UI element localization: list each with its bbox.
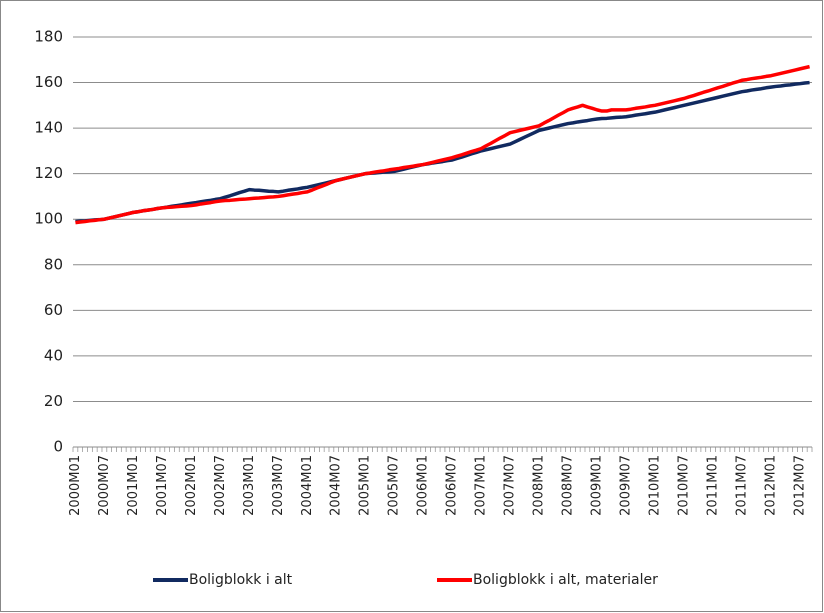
x-tick-label: 2009M07 bbox=[619, 455, 634, 516]
x-tick-label: 2012M01 bbox=[763, 455, 778, 516]
x-tick-label: 2002M01 bbox=[184, 455, 199, 516]
legend-label: Boligblokk i alt, materialer bbox=[473, 572, 658, 588]
y-tick-label: 20 bbox=[44, 392, 63, 410]
x-tick-label: 2011M01 bbox=[705, 455, 720, 516]
x-tick-label: 2005M07 bbox=[387, 455, 402, 516]
x-tick-label: 2006M01 bbox=[416, 455, 431, 516]
x-tick-label: 2007M07 bbox=[503, 455, 518, 516]
x-tick-label: 2009M01 bbox=[590, 455, 605, 516]
y-tick-label: 80 bbox=[44, 255, 63, 273]
x-tick-label: 2001M07 bbox=[155, 455, 170, 516]
y-tick-label: 140 bbox=[34, 119, 63, 137]
y-tick-label: 120 bbox=[34, 164, 63, 182]
y-tick-label: 160 bbox=[34, 73, 63, 91]
y-tick-label: 40 bbox=[44, 346, 63, 364]
y-tick-label: 0 bbox=[53, 438, 63, 456]
x-tick-label: 2004M07 bbox=[329, 455, 344, 516]
x-tick-label: 2010M01 bbox=[648, 455, 663, 516]
x-tick-label: 2007M01 bbox=[474, 455, 489, 516]
x-tick-label: 2003M07 bbox=[271, 455, 286, 516]
x-tick-label: 2002M07 bbox=[213, 455, 228, 516]
x-tick-label: 2008M07 bbox=[561, 455, 576, 516]
x-tick-label: 2000M01 bbox=[68, 455, 83, 516]
x-tick-label: 2001M01 bbox=[126, 455, 141, 516]
y-tick-label: 60 bbox=[44, 301, 63, 319]
x-tick-label: 2003M01 bbox=[242, 455, 257, 516]
x-tick-label: 2005M01 bbox=[358, 455, 373, 516]
x-tick-label: 2000M07 bbox=[97, 455, 112, 516]
y-tick-label: 100 bbox=[34, 210, 63, 228]
y-tick-label: 180 bbox=[34, 28, 63, 46]
x-tick-label: 2004M01 bbox=[300, 455, 315, 516]
line-series bbox=[75, 64, 810, 225]
x-tick-label: 2008M01 bbox=[532, 455, 547, 516]
legend-label: Boligblokk i alt bbox=[189, 572, 293, 588]
x-tick-label: 2006M07 bbox=[445, 455, 460, 516]
x-tick-label: 2010M07 bbox=[677, 455, 692, 516]
x-tick-label: 2011M07 bbox=[734, 455, 749, 516]
x-tick-label: 2012M07 bbox=[792, 455, 807, 516]
